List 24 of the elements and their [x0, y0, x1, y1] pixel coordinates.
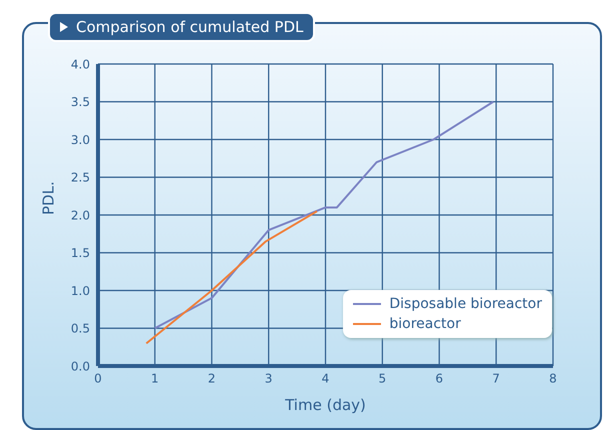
x-tick-label: 5 — [378, 372, 386, 386]
x-axis-title: Time (day) — [284, 396, 366, 414]
chart-title: Comparison of cumulated PDL — [76, 18, 304, 36]
y-tick-label: 3.0 — [70, 132, 90, 147]
y-tick-label: 4.0 — [70, 57, 90, 72]
x-tick-label: 4 — [322, 372, 330, 386]
y-tick-label: 1.5 — [70, 246, 90, 260]
x-tick-label: 2 — [208, 372, 216, 386]
y-tick-label: 2.0 — [70, 208, 90, 222]
x-tick-label: 1 — [151, 372, 159, 386]
y-axis-title: PDL. — [39, 181, 58, 215]
line-series — [145, 210, 318, 344]
x-tick-label: 6 — [435, 372, 444, 386]
y-tick-label: 1.0 — [70, 284, 90, 298]
y-tick-label: 0.5 — [70, 322, 90, 336]
x-tick-label: 3 — [264, 372, 272, 386]
legend-label: Disposable bioreactor — [389, 295, 542, 314]
legend-label: bioreactor — [389, 315, 461, 334]
x-tick-label: 8 — [549, 372, 557, 386]
y-tick-label: 0.0 — [70, 359, 90, 374]
y-tick-label: 3.5 — [70, 95, 90, 110]
x-tick-label: 0 — [94, 372, 102, 386]
y-tick-label: 2.5 — [70, 170, 90, 185]
x-tick-label: 7 — [492, 372, 500, 386]
